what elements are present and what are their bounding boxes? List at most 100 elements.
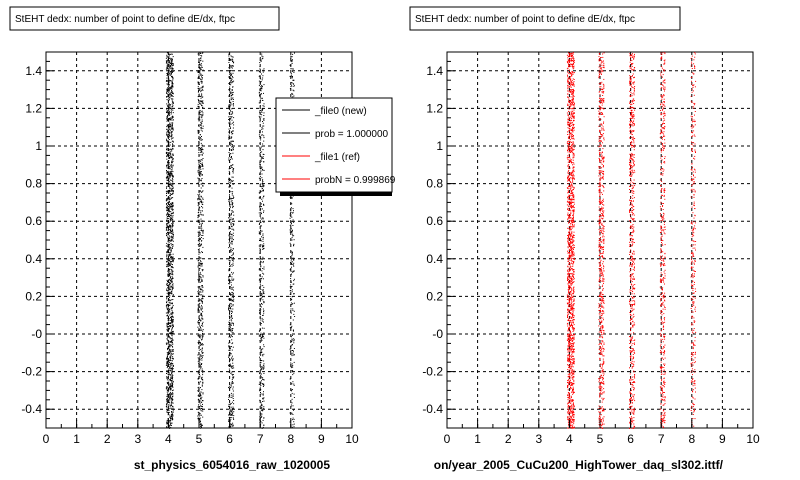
scatter-point [573,138,575,140]
scatter-point [167,412,169,414]
scatter-point [169,107,171,109]
scatter-point [567,379,569,381]
scatter-point [171,209,173,211]
scatter-point [169,396,171,398]
scatter-point [259,308,261,309]
scatter-point [231,198,233,199]
scatter-point [169,172,171,174]
scatter-point [291,82,293,83]
scatter-point [229,424,231,426]
scatter-point [202,403,203,405]
scatter-point [571,414,573,416]
scatter-point [571,92,573,94]
scatter-point [261,151,263,153]
scatter-point [201,130,203,132]
scatter-point [570,96,572,98]
scatter-point [229,58,231,60]
scatter-point [228,305,230,307]
scatter-point [569,160,571,162]
scatter-point [200,225,202,227]
scatter-point [573,135,574,136]
scatter-point [172,106,174,108]
scatter-point [259,131,260,133]
scatter-point [573,375,575,377]
scatter-point [230,136,232,138]
scatter-point [572,72,574,74]
scatter-point [291,74,293,76]
scatter-point [170,212,172,214]
scatter-point [198,70,200,71]
scatter-point [569,156,570,158]
scatter-point [170,282,172,284]
right-plot-title: StEHT dedx: number of point to define dE… [415,14,635,25]
scatter-point [200,365,202,367]
scatter-point [571,324,573,326]
scatter-point [166,116,168,117]
scatter-point [573,129,575,131]
scatter-point [228,59,230,61]
scatter-point [201,317,203,319]
scatter-point [262,248,264,250]
scatter-point [169,175,171,177]
scatter-point [566,294,568,296]
scatter-point [198,279,200,281]
scatter-point [231,383,233,385]
scatter-point [291,285,293,287]
scatter-point [169,393,170,395]
scatter-point [230,346,232,347]
scatter-point [170,233,172,234]
scatter-point [197,71,199,72]
scatter-point [570,273,572,275]
scatter-point [229,213,231,215]
scatter-point [572,202,574,203]
scatter-point [167,270,169,272]
scatter-point [568,138,570,140]
scatter-point [290,290,292,291]
scatter-point [167,246,169,248]
scatter-point [170,254,172,256]
scatter-point [569,127,571,129]
scatter-point [231,413,233,415]
scatter-point [573,104,575,106]
scatter-point [260,240,262,242]
scatter-point [167,395,169,397]
scatter-point [231,336,233,338]
scatter-point [293,259,295,261]
scatter-point [573,198,575,200]
scatter-point [197,82,199,84]
scatter-point [168,363,169,365]
scatter-point [573,383,575,385]
scatter-point [166,256,168,258]
scatter-point [290,270,292,272]
scatter-point [229,167,231,169]
scatter-point [170,368,172,370]
scatter-point [229,354,231,356]
scatter-point [230,411,232,413]
scatter-point [290,262,292,263]
scatter-point [259,312,261,314]
scatter-point [171,274,173,275]
scatter-point [166,117,168,119]
scatter-point [166,315,168,317]
scatter-point [172,295,174,297]
scatter-point [172,332,174,334]
scatter-point [167,319,169,321]
scatter-point [261,203,262,205]
scatter-point [166,251,168,253]
scatter-point [573,237,575,239]
scatter-point [168,163,170,165]
scatter-point [166,154,168,156]
scatter-point [169,67,171,69]
scatter-point [569,214,571,216]
scatter-point [572,419,574,420]
scatter-point [261,427,263,429]
scatter-point [168,97,170,99]
scatter-point [263,115,265,116]
scatter-point [201,302,203,304]
scatter-point [260,366,262,368]
scatter-point [570,114,572,116]
scatter-point [169,99,170,101]
scatter-point [167,273,169,275]
scatter-point [229,236,231,238]
scatter-point [232,328,234,330]
